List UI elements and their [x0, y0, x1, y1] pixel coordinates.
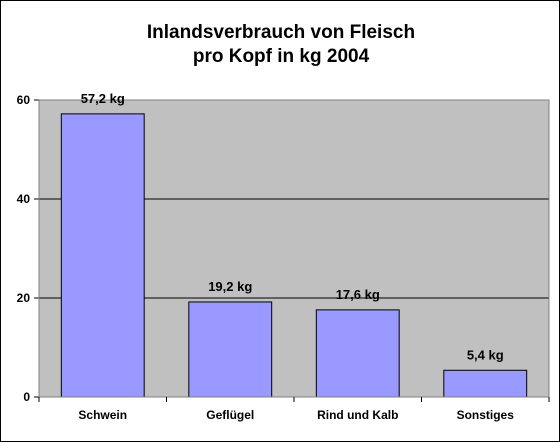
data-label: 17,6 kg: [336, 287, 380, 302]
bar-rind-und-kalb: [315, 309, 400, 398]
chart-title-line-2: pro Kopf in kg 2004: [193, 46, 370, 67]
chart-title-line-1: Inlandsverbrauch von Fleisch: [147, 22, 415, 43]
y-tick-label: 0: [23, 390, 30, 404]
y-tick-label: 60: [17, 93, 31, 107]
data-label: 5,4 kg: [467, 347, 504, 362]
y-tick-label: 40: [17, 192, 31, 206]
y-tick-label: 20: [17, 291, 31, 305]
data-label: 57,2 kg: [81, 91, 125, 106]
x-category-label: Geflügel: [206, 408, 254, 422]
bar-sonstiges: [443, 369, 528, 398]
bar-schwein: [60, 113, 145, 398]
x-category-label: Sonstiges: [457, 408, 515, 422]
data-label: 19,2 kg: [208, 279, 252, 294]
x-category-label: Schwein: [78, 408, 127, 422]
x-category-label: Rind und Kalb: [317, 408, 398, 422]
bar-gefl-gel: [188, 301, 273, 398]
